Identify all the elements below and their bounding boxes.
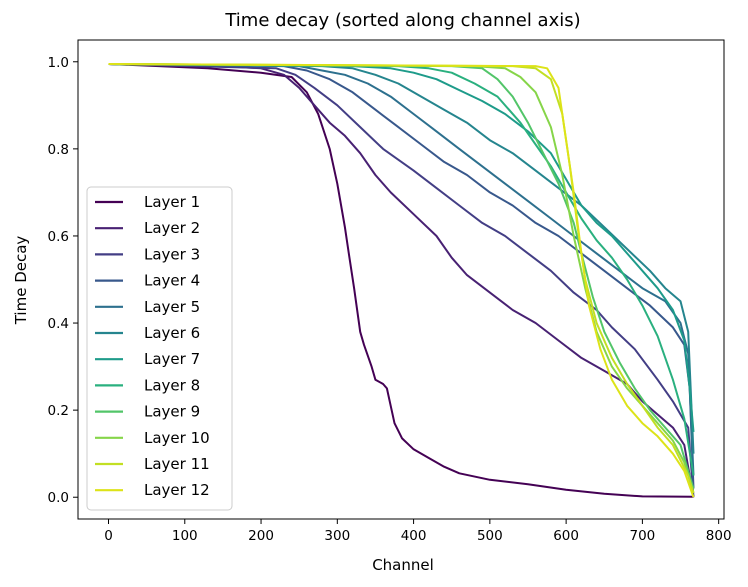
- y-tick-label: 1.0: [48, 55, 69, 71]
- y-tick-label: 0.8: [48, 142, 69, 158]
- legend: Layer 1 Layer 2 Layer 3 Layer 4 Layer 5 Layer…: [86, 186, 233, 511]
- plot-lines: [108, 63, 695, 498]
- legend-label: Layer 7: [144, 350, 200, 368]
- legend-label: Layer 4: [144, 272, 200, 290]
- plot-frame: [77, 39, 725, 520]
- series-line-layer-9: [108, 63, 695, 489]
- x-tick-label: 500: [477, 528, 503, 544]
- legend-item: Layer 8: [95, 376, 200, 394]
- series-line-layer-3: [108, 63, 695, 498]
- series-line-layer-11: [108, 63, 695, 494]
- legend-label: Layer 12: [144, 481, 210, 499]
- series-line-layer-7: [108, 63, 695, 432]
- legend-label: Layer 3: [144, 245, 200, 263]
- series-line-layer-6: [108, 63, 695, 454]
- x-axis: 0 100 200 300 400 500 600 700 800: [104, 519, 732, 544]
- legend-item: Layer 2: [95, 219, 200, 237]
- x-tick-label: 800: [706, 528, 732, 544]
- legend-label: Layer 8: [144, 376, 200, 394]
- legend-label: Layer 11: [144, 455, 210, 473]
- x-axis-label: Channel: [372, 556, 434, 574]
- series-line-layer-1: [108, 63, 694, 498]
- legend-item: Layer 3: [95, 245, 200, 263]
- legend-label: Layer 9: [144, 403, 200, 421]
- legend-label: Layer 2: [144, 219, 200, 237]
- x-tick-label: 700: [630, 528, 656, 544]
- y-axis: 0.0 0.2 0.4 0.6 0.8 1.0: [48, 55, 78, 506]
- x-tick-label: 200: [248, 528, 274, 544]
- legend-label: Layer 1: [144, 193, 200, 211]
- x-tick-label: 100: [172, 528, 198, 544]
- legend-item: Layer 12: [95, 481, 210, 499]
- legend-item: Layer 4: [95, 272, 200, 290]
- legend-item: Layer 5: [95, 298, 200, 316]
- y-tick-label: 0.6: [48, 229, 69, 245]
- series-line-layer-10: [108, 63, 695, 494]
- legend-label: Layer 5: [144, 298, 200, 316]
- legend-item: Layer 11: [95, 455, 210, 473]
- legend-item: Layer 10: [95, 429, 210, 447]
- x-tick-label: 400: [401, 528, 427, 544]
- legend-item: Layer 7: [95, 350, 200, 368]
- y-tick-label: 0.2: [48, 403, 69, 419]
- y-tick-label: 0.0: [48, 490, 69, 506]
- series-line-layer-5: [108, 63, 695, 476]
- y-axis-label: Time Decay: [12, 236, 30, 326]
- legend-label: Layer 6: [144, 324, 200, 342]
- legend-item: Layer 1: [95, 193, 200, 211]
- x-tick-label: 300: [324, 528, 350, 544]
- x-tick-label: 0: [104, 528, 113, 544]
- series-line-layer-2: [108, 63, 695, 498]
- chart-title: Time decay (sorted along channel axis): [224, 10, 580, 31]
- series-line-layer-12: [108, 63, 695, 498]
- legend-box: [86, 186, 233, 511]
- legend-item: Layer 9: [95, 403, 200, 421]
- legend-label: Layer 10: [144, 429, 210, 447]
- series-line-layer-4: [108, 63, 695, 489]
- y-tick-label: 0.4: [48, 316, 69, 332]
- legend-item: Layer 6: [95, 324, 200, 342]
- x-tick-label: 600: [553, 528, 579, 544]
